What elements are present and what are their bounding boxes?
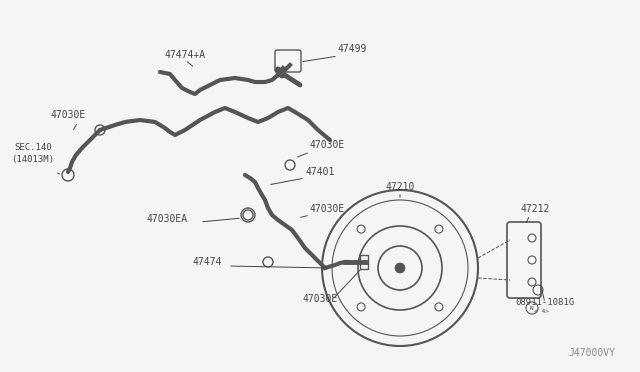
- Text: 47030E: 47030E: [302, 294, 338, 304]
- Text: N: N: [530, 305, 534, 311]
- Text: 47499: 47499: [338, 44, 367, 54]
- Text: J47000VY: J47000VY: [568, 348, 615, 358]
- Text: 47474: 47474: [193, 257, 222, 267]
- Text: 47212: 47212: [520, 204, 550, 214]
- Text: 47474+A: 47474+A: [164, 50, 205, 60]
- Circle shape: [395, 263, 405, 273]
- Text: < 4>: < 4>: [534, 309, 548, 314]
- Text: SEC.140
(14013M): SEC.140 (14013M): [12, 143, 54, 164]
- Text: 47030E: 47030E: [310, 140, 345, 150]
- Text: 47030E: 47030E: [51, 110, 86, 120]
- Text: 47401: 47401: [305, 167, 334, 177]
- Text: 47030E: 47030E: [310, 204, 345, 214]
- Text: 47030EA: 47030EA: [147, 214, 188, 224]
- Text: 08911-1081G: 08911-1081G: [515, 298, 575, 307]
- Bar: [360, 255, 368, 269]
- Text: 47210: 47210: [385, 182, 415, 192]
